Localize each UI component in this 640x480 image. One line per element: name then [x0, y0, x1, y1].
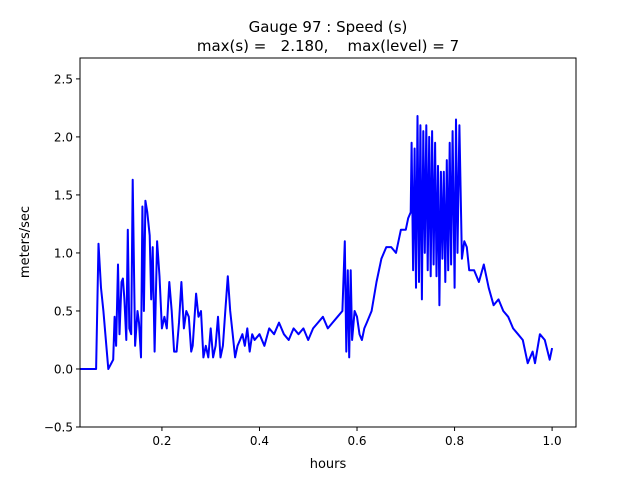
y-tick-label: 1.5: [54, 188, 73, 202]
plot-frame: [79, 57, 577, 428]
y-tick-label: 0.5: [54, 304, 73, 318]
x-axis-label: hours: [310, 457, 347, 472]
x-tick-label: 0.4: [250, 434, 269, 448]
x-tick-label: 0.2: [152, 434, 171, 448]
y-tick-label: 2.0: [54, 130, 73, 144]
speed-series-line: [80, 115, 554, 370]
y-axis-label: meters/sec: [18, 206, 33, 278]
y-tick-label: −0.5: [44, 421, 73, 435]
x-tick-label: 0.8: [445, 434, 464, 448]
x-tick-label: 0.6: [347, 434, 366, 448]
chart-title-line2: max(s) = 2.180, max(level) = 7: [197, 37, 459, 55]
y-tick-label: 1.0: [54, 246, 73, 260]
x-tick-label: 1.0: [543, 434, 562, 448]
y-tick-label: 2.5: [54, 72, 73, 86]
y-tick-label: 0.0: [54, 362, 73, 376]
chart-title-line1: Gauge 97 : Speed (s): [249, 18, 408, 36]
